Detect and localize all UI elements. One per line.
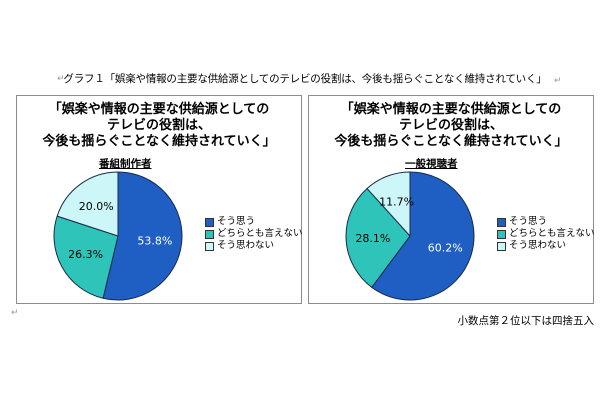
legend: そう思う どちらとも言えない そう思わない bbox=[497, 216, 595, 252]
chart-title-line: 「娯楽や情報の主要な供給源としての bbox=[340, 102, 562, 117]
legend-item: どちらとも言えない bbox=[205, 228, 303, 240]
legend-swatch bbox=[205, 217, 214, 227]
footnote: 小数点第２位以下は四捨五入 bbox=[457, 315, 595, 327]
data-label-agree: 60.2% bbox=[428, 242, 463, 255]
chart-subtitle: 一般視聴者 bbox=[405, 158, 458, 170]
legend-swatch bbox=[497, 217, 506, 227]
legend-item: どちらとも言えない bbox=[497, 228, 595, 240]
chart-title-line: テレビの役割は、 bbox=[106, 118, 211, 133]
data-label-agree: 53.8% bbox=[137, 234, 172, 247]
chart-title: 「娯楽や情報の主要な供給源としての テレビの役割は、 今後も揺らぐことなく維持さ… bbox=[309, 102, 593, 150]
slice-neutral bbox=[53, 215, 119, 299]
legend-label: どちらとも言えない bbox=[509, 228, 595, 239]
data-label-disagree: 11.7% bbox=[379, 195, 414, 208]
data-label-disagree: 20.0% bbox=[79, 200, 114, 213]
legend: そう思う どちらとも言えない そう思わない bbox=[205, 216, 303, 252]
legend-swatch bbox=[205, 229, 214, 239]
chart-title-line: 今後も揺らぐことなく維持されていく」 bbox=[334, 134, 568, 149]
chart-title-line: テレビの役割は、 bbox=[398, 118, 503, 133]
data-label-neutral: 26.3% bbox=[68, 248, 103, 261]
legend-label: そう思わない bbox=[509, 240, 567, 251]
legend-swatch bbox=[497, 229, 506, 239]
chart-title-line: 今後も揺らぐことなく維持されていく」 bbox=[42, 134, 276, 149]
chart-title-line: 「娯楽や情報の主要な供給源としての bbox=[48, 102, 270, 117]
slice-agree bbox=[371, 171, 475, 301]
legend-label: そう思わない bbox=[217, 240, 275, 251]
legend-item: そう思わない bbox=[205, 240, 303, 252]
paragraph-mark: ↵ bbox=[11, 308, 19, 318]
paragraph-mark: ↵ bbox=[554, 76, 562, 86]
legend-swatch bbox=[497, 241, 506, 251]
legend-item: そう思う bbox=[497, 216, 595, 228]
legend-swatch bbox=[205, 241, 214, 251]
pie-chart: 60.2% 28.1% 11.7% bbox=[345, 171, 475, 301]
legend-label: どちらとも言えない bbox=[217, 228, 303, 239]
slice-neutral bbox=[345, 187, 411, 289]
slice-agree bbox=[102, 171, 183, 301]
legend-item: そう思わない bbox=[497, 240, 595, 252]
chart-subtitle: 番組制作者 bbox=[99, 158, 152, 170]
chart-title: 「娯楽や情報の主要な供給源としての テレビの役割は、 今後も揺らぐことなく維持さ… bbox=[17, 102, 301, 150]
pie-chart: 53.8% 26.3% 20.0% bbox=[53, 171, 183, 301]
chart-panel-viewers: 「娯楽や情報の主要な供給源としての テレビの役割は、 今後も揺らぐことなく維持さ… bbox=[308, 95, 595, 304]
legend-label: そう思う bbox=[509, 216, 548, 227]
chart-caption: グラフ１「娯楽や情報の主要な供給源としてのテレビの役割は、今後も揺らぐことなく維… bbox=[63, 73, 547, 85]
legend-label: そう思う bbox=[217, 216, 256, 227]
data-label-neutral: 28.1% bbox=[355, 232, 390, 245]
slice-disagree bbox=[366, 171, 411, 238]
legend-item: そう思う bbox=[205, 216, 303, 228]
slice-disagree bbox=[56, 171, 119, 237]
paragraph-mark: ↵ bbox=[57, 74, 65, 84]
chart-panel-producers: 「娯楽や情報の主要な供給源としての テレビの役割は、 今後も揺らぐことなく維持さ… bbox=[16, 95, 303, 304]
